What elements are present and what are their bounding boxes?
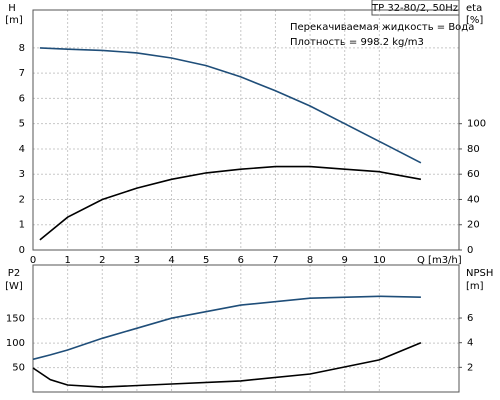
- y2-tick-label: 6: [467, 313, 473, 324]
- y2-tick-label: 60: [467, 169, 480, 180]
- x-tick-label: 4: [168, 255, 174, 266]
- x-tick-label: 8: [307, 255, 313, 266]
- title-box: [371, 0, 460, 16]
- y2-axis-label: NPSH: [466, 268, 493, 279]
- y-axis-unit: [m]: [5, 15, 23, 26]
- x-tick-label: 3: [134, 255, 140, 266]
- y-axis-unit: [W]: [5, 281, 23, 292]
- y2-axis-label: eta: [466, 3, 482, 14]
- y-tick-label: 4: [19, 144, 25, 155]
- annotation: Перекачиваемая жидкость = Вода: [290, 22, 474, 33]
- plot-frame: [32, 9, 460, 251]
- y2-tick-label: 4: [467, 338, 473, 349]
- y-axis-label: P2: [8, 268, 20, 279]
- y2-axis-unit: [m]: [466, 281, 484, 292]
- y2-tick-label: 2: [467, 362, 473, 373]
- x-tick-label: 6: [238, 255, 244, 266]
- y-tick-label: 1: [19, 220, 25, 231]
- y-tick-label: 0: [19, 245, 25, 256]
- x-tick-label: 10: [373, 255, 386, 266]
- y-tick-label: 2: [19, 194, 25, 205]
- x-axis-label: Q [m3/h]: [417, 255, 462, 266]
- y-tick-label: 100: [6, 338, 25, 349]
- y-tick-label: 7: [19, 68, 25, 79]
- x-tick-label: 7: [272, 255, 278, 266]
- y2-axis-unit: [%]: [466, 15, 483, 26]
- x-tick-label: 1: [64, 255, 70, 266]
- y2-tick-label: 40: [467, 194, 480, 205]
- y-tick-label: 6: [19, 93, 25, 104]
- y-tick-label: 150: [6, 314, 25, 325]
- y-tick-label: 50: [12, 363, 25, 374]
- y-tick-label: 8: [19, 43, 25, 54]
- y-tick-label: 5: [19, 119, 25, 130]
- y2-tick-label: 80: [467, 144, 480, 155]
- x-tick-label: 2: [99, 255, 105, 266]
- y2-tick-label: 100: [467, 119, 486, 130]
- x-tick-label: 5: [203, 255, 209, 266]
- curve: [39, 165, 422, 241]
- curve: [32, 295, 421, 361]
- x-tick-label: 9: [342, 255, 348, 266]
- y-axis-label: H: [8, 3, 16, 14]
- plot-frame: [32, 264, 460, 393]
- curve: [32, 341, 422, 388]
- y2-tick-label: 0: [467, 245, 473, 256]
- chart-title: TP 32-80/2, 50Hz: [371, 3, 458, 14]
- curve: [39, 47, 422, 164]
- y-tick-label: 3: [19, 169, 25, 180]
- y2-tick-label: 20: [467, 220, 480, 231]
- x-tick-label: 0: [30, 255, 36, 266]
- annotation: Плотность = 998.2 kg/m3: [290, 37, 424, 48]
